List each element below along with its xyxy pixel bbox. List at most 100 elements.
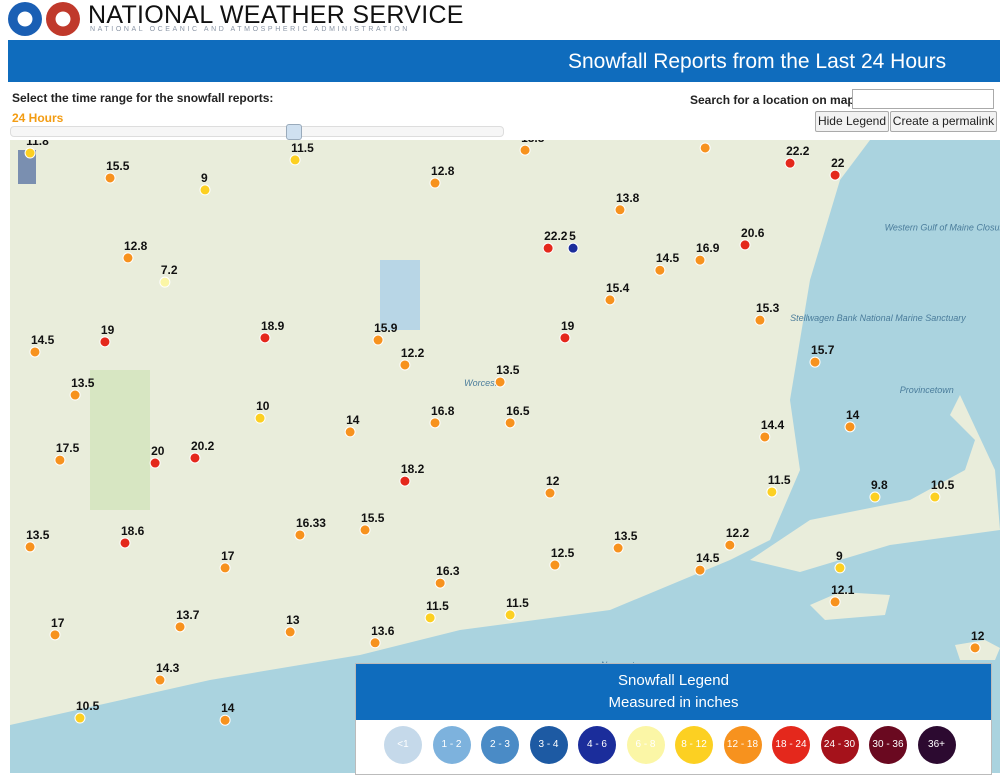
- snow-report[interactable]: [154, 674, 166, 686]
- snow-report[interactable]: [724, 539, 736, 551]
- snow-report[interactable]: [542, 242, 554, 254]
- snow-report[interactable]: [24, 541, 36, 553]
- snow-report[interactable]: [739, 239, 751, 251]
- snow-report[interactable]: [259, 332, 271, 344]
- snow-report[interactable]: [284, 626, 296, 638]
- report-label: 13.7: [176, 608, 200, 622]
- report-label: 13.5: [26, 528, 50, 542]
- legend-subtitle: Measured in inches: [608, 694, 739, 711]
- snow-report[interactable]: [829, 169, 841, 181]
- snow-report[interactable]: [604, 294, 616, 306]
- snow-report[interactable]: [199, 184, 211, 196]
- report-label: 9: [836, 549, 843, 563]
- snow-report[interactable]: [289, 154, 301, 166]
- hide-legend-button[interactable]: Hide Legend: [815, 111, 889, 132]
- snow-report[interactable]: [219, 714, 231, 726]
- snow-report[interactable]: [829, 596, 841, 608]
- snow-report[interactable]: [399, 359, 411, 371]
- snow-report[interactable]: [504, 417, 516, 429]
- snow-report[interactable]: [149, 457, 161, 469]
- snow-report[interactable]: [434, 577, 446, 589]
- permalink-button[interactable]: Create a permalink: [890, 111, 997, 132]
- snow-report[interactable]: [294, 529, 306, 541]
- report-label: 11.5: [506, 596, 529, 610]
- snow-report[interactable]: [159, 276, 171, 288]
- snow-report[interactable]: [754, 314, 766, 326]
- report-label: 17.5: [56, 441, 80, 455]
- report-label: 16.8: [431, 404, 455, 418]
- snow-report[interactable]: [694, 254, 706, 266]
- snow-report[interactable]: [784, 157, 796, 169]
- snow-report[interactable]: [612, 542, 624, 554]
- snow-report[interactable]: [834, 562, 846, 574]
- snow-report[interactable]: [372, 334, 384, 346]
- legend-title: Snowfall Legend: [618, 672, 729, 689]
- report-label: 14: [346, 413, 360, 427]
- report-label: 11.5: [768, 473, 791, 487]
- snow-report[interactable]: [174, 621, 186, 633]
- snow-report[interactable]: [614, 204, 626, 216]
- snow-report[interactable]: [99, 336, 111, 348]
- snow-report[interactable]: [869, 491, 881, 503]
- snow-report[interactable]: [654, 264, 666, 276]
- snow-report[interactable]: [189, 452, 201, 464]
- snow-report[interactable]: [549, 559, 561, 571]
- snow-report[interactable]: [809, 356, 821, 368]
- snow-report[interactable]: [122, 252, 134, 264]
- report-label: 12.2: [726, 526, 750, 540]
- range-value: 24 Hours: [12, 111, 64, 125]
- report-label: 14: [846, 408, 860, 422]
- legend-item: 30 - 36: [869, 726, 907, 764]
- slider-handle[interactable]: [286, 124, 302, 140]
- snow-report[interactable]: [69, 389, 81, 401]
- snow-report[interactable]: [766, 486, 778, 498]
- snow-report[interactable]: [429, 177, 441, 189]
- legend-item: 36+: [917, 726, 956, 764]
- snow-report[interactable]: [544, 487, 556, 499]
- snow-report[interactable]: [104, 172, 116, 184]
- report-label: 18.2: [401, 462, 425, 476]
- snow-report[interactable]: [29, 346, 41, 358]
- report-label: 10.5: [931, 478, 955, 492]
- snow-report[interactable]: [494, 376, 506, 388]
- zoom-control[interactable]: [18, 150, 36, 184]
- snow-report[interactable]: [74, 712, 86, 724]
- snow-report[interactable]: [699, 142, 711, 154]
- search-input[interactable]: [852, 89, 994, 109]
- snow-report[interactable]: [399, 475, 411, 487]
- snow-report[interactable]: [359, 524, 371, 536]
- snow-report[interactable]: [929, 491, 941, 503]
- snow-report[interactable]: [504, 609, 516, 621]
- snow-report[interactable]: [567, 242, 579, 254]
- subagency-name: NATIONAL OCEANIC AND ATMOSPHERIC ADMINIS…: [90, 26, 410, 33]
- snow-report[interactable]: [369, 637, 381, 649]
- report-label: 14.5: [696, 551, 720, 565]
- snow-report[interactable]: [844, 421, 856, 433]
- snow-report[interactable]: [694, 564, 706, 576]
- report-label: 15.4: [606, 281, 630, 295]
- snow-report[interactable]: [49, 629, 61, 641]
- snow-report[interactable]: [559, 332, 571, 344]
- snow-report[interactable]: [219, 562, 231, 574]
- snow-report[interactable]: [24, 147, 36, 159]
- legend-item: 4 - 6: [578, 726, 616, 764]
- snow-report[interactable]: [54, 454, 66, 466]
- report-label: 15.5: [361, 511, 385, 525]
- agency-name: NATIONAL WEATHER SERVICE: [88, 1, 464, 29]
- report-label: 15.9: [374, 321, 398, 335]
- ocean: [10, 140, 1000, 773]
- report-label: 16.9: [696, 241, 720, 255]
- report-label: 19: [561, 319, 575, 333]
- snow-report[interactable]: [254, 412, 266, 424]
- snow-report[interactable]: [424, 612, 436, 624]
- snow-report[interactable]: [519, 144, 531, 156]
- snow-report[interactable]: [119, 537, 131, 549]
- snow-report[interactable]: [969, 642, 981, 654]
- report-label: 12.5: [551, 546, 575, 560]
- map[interactable]: Western Gulf of Maine Closure Area Stellw…: [10, 140, 1000, 773]
- snow-report[interactable]: [759, 431, 771, 443]
- snow-report[interactable]: [344, 426, 356, 438]
- legend-item: 12 - 18: [723, 726, 762, 764]
- snow-report[interactable]: [429, 417, 441, 429]
- range-slider[interactable]: [10, 124, 504, 140]
